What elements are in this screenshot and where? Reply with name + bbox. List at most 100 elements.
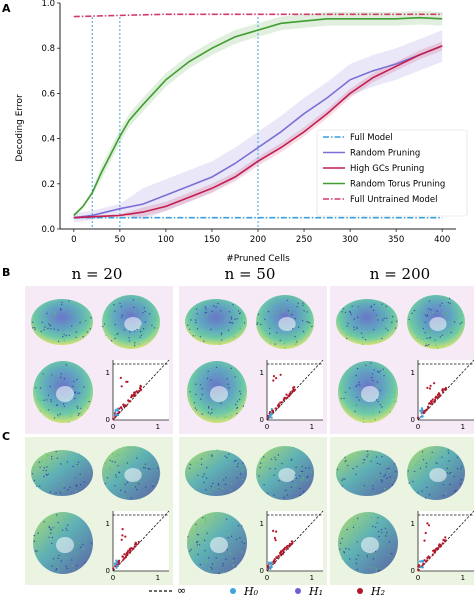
torus-point [35, 387, 37, 389]
torus-point [71, 559, 73, 561]
torus-point [364, 339, 367, 341]
torus-point [232, 565, 235, 567]
torus-point [114, 337, 116, 340]
torus-point [294, 474, 296, 476]
torus-point [283, 457, 285, 460]
persistence-tick-0-y: 0 [106, 567, 110, 575]
persistence-diagram: 0 1 1 0 [260, 510, 324, 582]
persistence-point-outlier [275, 377, 278, 380]
torus-point [126, 481, 129, 484]
persistence-point-h2 [279, 551, 282, 555]
persistence-point-outlier [426, 386, 429, 389]
torus-point [384, 315, 386, 317]
torus-point [66, 567, 68, 570]
persistence-point-h2 [139, 388, 142, 391]
torus-point [46, 312, 48, 315]
x-tick-label: 0 [71, 235, 76, 245]
torus-point [228, 321, 231, 324]
torus-point [54, 526, 56, 528]
torus-point [52, 561, 55, 564]
torus-point [39, 400, 42, 402]
torus-point [422, 327, 425, 330]
torus-point [236, 406, 239, 409]
torus-point [140, 464, 142, 466]
persistence-point-h2 [439, 543, 442, 547]
torus-point [353, 318, 355, 320]
persistence-point-outlier [274, 539, 277, 542]
torus-point [339, 388, 342, 391]
torus-point [336, 468, 339, 471]
persistence-point-h2 [112, 567, 115, 570]
torus-point [386, 317, 388, 319]
torus-point [380, 528, 383, 531]
torus-point [353, 326, 355, 328]
torus-point [117, 465, 119, 467]
torus-point [199, 563, 202, 566]
torus-point [189, 391, 191, 393]
torus-point [80, 407, 82, 409]
persistence-point-h2 [292, 386, 295, 389]
torus-point [197, 462, 200, 465]
torus-point [140, 310, 142, 312]
torus-point [258, 475, 260, 477]
torus-point [240, 328, 242, 330]
torus-point [51, 455, 53, 458]
torus-point-cloud [185, 449, 248, 496]
torus-point [306, 311, 309, 313]
persistence-point-h2 [444, 386, 447, 390]
torus-point [57, 340, 60, 343]
torus-point [363, 462, 365, 465]
persistence-tick-0: 0 [416, 423, 420, 431]
torus-point [134, 342, 136, 345]
torus-point [205, 539, 208, 541]
torus-point [291, 314, 293, 316]
torus-point [281, 462, 283, 465]
x-tick-label: 350 [388, 235, 404, 245]
torus-point [430, 456, 432, 458]
torus-point [230, 316, 233, 318]
torus-point [362, 421, 365, 423]
torus-point [205, 477, 208, 479]
torus-point [378, 570, 380, 572]
torus-point [421, 455, 424, 457]
torus-point [72, 569, 75, 571]
torus-point [229, 534, 232, 537]
torus-point [200, 476, 202, 478]
torus-point [207, 567, 210, 570]
persistence-point-h2 [424, 409, 428, 412]
torus-point [53, 328, 55, 330]
torus-point [83, 542, 86, 544]
torus-point [428, 344, 430, 346]
torus-point [230, 367, 232, 369]
torus-point [59, 414, 61, 417]
torus-point [375, 338, 377, 340]
torus-point [444, 482, 446, 485]
torus-point [39, 322, 41, 324]
torus-point-cloud [33, 512, 93, 574]
torus-point [53, 418, 56, 420]
persistence-point-h2 [435, 547, 438, 550]
torus-point [45, 543, 47, 545]
persistence-point-outlier [273, 536, 276, 540]
torus-point [372, 488, 374, 490]
torus-point [344, 456, 346, 459]
torus-point [220, 310, 222, 312]
torus-point [44, 326, 46, 328]
torus-point [451, 472, 453, 475]
torus-point [44, 317, 46, 319]
torus-point [359, 529, 361, 531]
torus-point [343, 462, 346, 464]
torus-point [57, 375, 60, 377]
torus-point [33, 534, 35, 537]
torus-point [205, 489, 207, 491]
torus-point [156, 327, 159, 329]
torus-point [65, 527, 67, 529]
torus-point [380, 306, 382, 308]
torus-point [109, 459, 111, 461]
torus-point [355, 404, 357, 407]
torus-point [344, 311, 347, 314]
torus-point [420, 319, 423, 321]
torus-point [49, 491, 52, 493]
torus-point [115, 476, 118, 478]
torus-point [301, 470, 304, 473]
